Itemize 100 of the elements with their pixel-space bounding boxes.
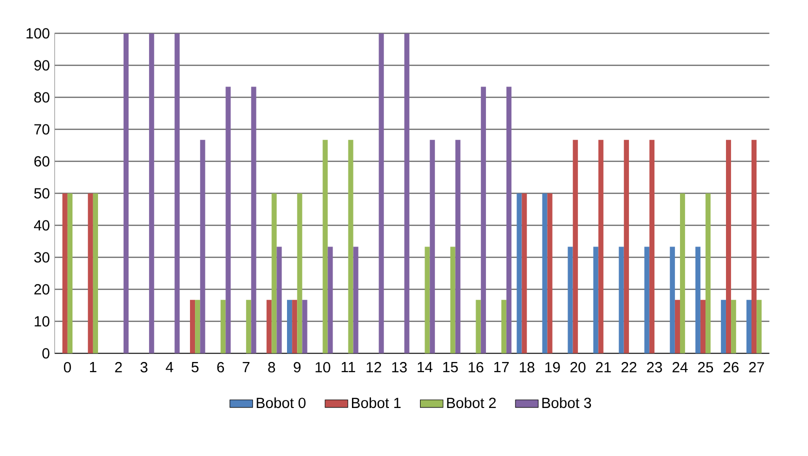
bar [226,86,231,354]
y-tick-label: 50 [34,188,50,199]
bar [124,33,129,354]
y-tick-label: 100 [26,28,50,39]
bar [88,193,93,354]
x-tick-label: 27 [749,362,764,372]
bar [756,300,762,354]
bar [353,246,358,354]
bar [516,193,522,354]
bar [251,86,256,354]
x-tick-label: 5 [192,362,198,372]
bar [450,246,456,354]
x-tick-label: 8 [268,362,276,372]
bar [593,246,598,354]
bar [674,300,680,354]
y-tick-label: 90 [34,60,50,71]
y-tick-label: 60 [34,156,50,167]
y-tick-label: 20 [34,284,50,295]
bar [200,140,206,354]
bar [302,300,308,354]
bar [328,246,333,354]
x-tick-label: 2 [115,362,122,372]
x-tick-label: 21 [596,362,611,372]
x-tick-label: 10 [316,362,330,372]
y-tick-label: 0 [42,348,50,359]
bar [568,246,573,354]
bar [220,300,226,354]
x-tick-label: 6 [217,362,224,372]
x-tick-label: 0 [64,362,71,372]
x-tick-label: 16 [468,362,484,372]
y-tick-label: 10 [34,316,50,327]
bar [246,300,252,354]
x-tick-label: 11 [342,362,356,372]
x-tick-label: 13 [392,362,407,372]
bar [700,300,706,354]
bar [726,140,732,354]
y-tick-label: 30 [34,252,50,263]
bar [287,300,292,354]
x-tick-label: 24 [672,362,688,372]
y-tick-label: 80 [34,92,50,103]
bar [404,33,410,354]
legend-label: Bobot 3 [542,397,592,408]
bar [542,193,548,354]
x-tick-label: 19 [545,362,560,372]
x-tick-label: 7 [242,362,250,372]
bar [720,300,726,354]
bar [506,86,512,354]
bar [378,33,384,354]
bar [92,193,98,354]
bar [522,193,527,354]
bar [292,300,298,354]
y-tick-label: 70 [34,124,50,135]
bar [424,246,430,354]
bar [695,246,700,354]
bar [149,33,154,354]
bar [649,140,654,354]
bar [706,193,711,354]
bar [618,246,624,354]
x-tick-label: 15 [443,362,458,372]
x-tick-label: 26 [724,362,739,372]
x-tick-label: 25 [698,362,714,372]
y-tick-label: 40 [34,220,50,231]
bar [547,193,552,354]
x-tick-label: 23 [647,362,662,372]
bar [195,300,200,354]
bar [276,246,282,354]
bar [752,140,757,354]
bar [624,140,629,354]
bar [476,300,481,354]
x-tick-label: 17 [494,362,509,372]
bar [746,300,752,354]
bar [348,140,354,354]
bar [174,33,180,354]
x-tick-label: 12 [366,362,382,372]
bar [297,193,302,354]
bar [501,300,506,354]
bar [670,246,675,354]
bar [598,140,604,354]
bar [190,300,196,354]
bar [455,140,460,354]
bar [731,300,736,354]
x-tick-label: 9 [294,362,301,372]
x-tick-label: 14 [418,362,432,372]
x-tick-label: 20 [570,362,586,372]
x-tick-label: 3 [140,362,148,372]
bar [680,193,686,354]
bar [62,193,68,354]
bar [266,300,272,354]
bar [322,140,328,354]
legend-label: Bobot 0 [256,397,306,408]
x-tick-label: 4 [166,362,174,372]
x-tick-label: 18 [520,362,534,372]
bar [272,193,277,354]
bar [572,140,578,354]
bar [67,193,72,354]
legend-label: Bobot 2 [447,397,496,408]
bar [480,86,486,354]
x-tick-label: 1 [90,362,96,372]
bar [644,246,650,354]
x-tick-label: 22 [622,362,636,372]
